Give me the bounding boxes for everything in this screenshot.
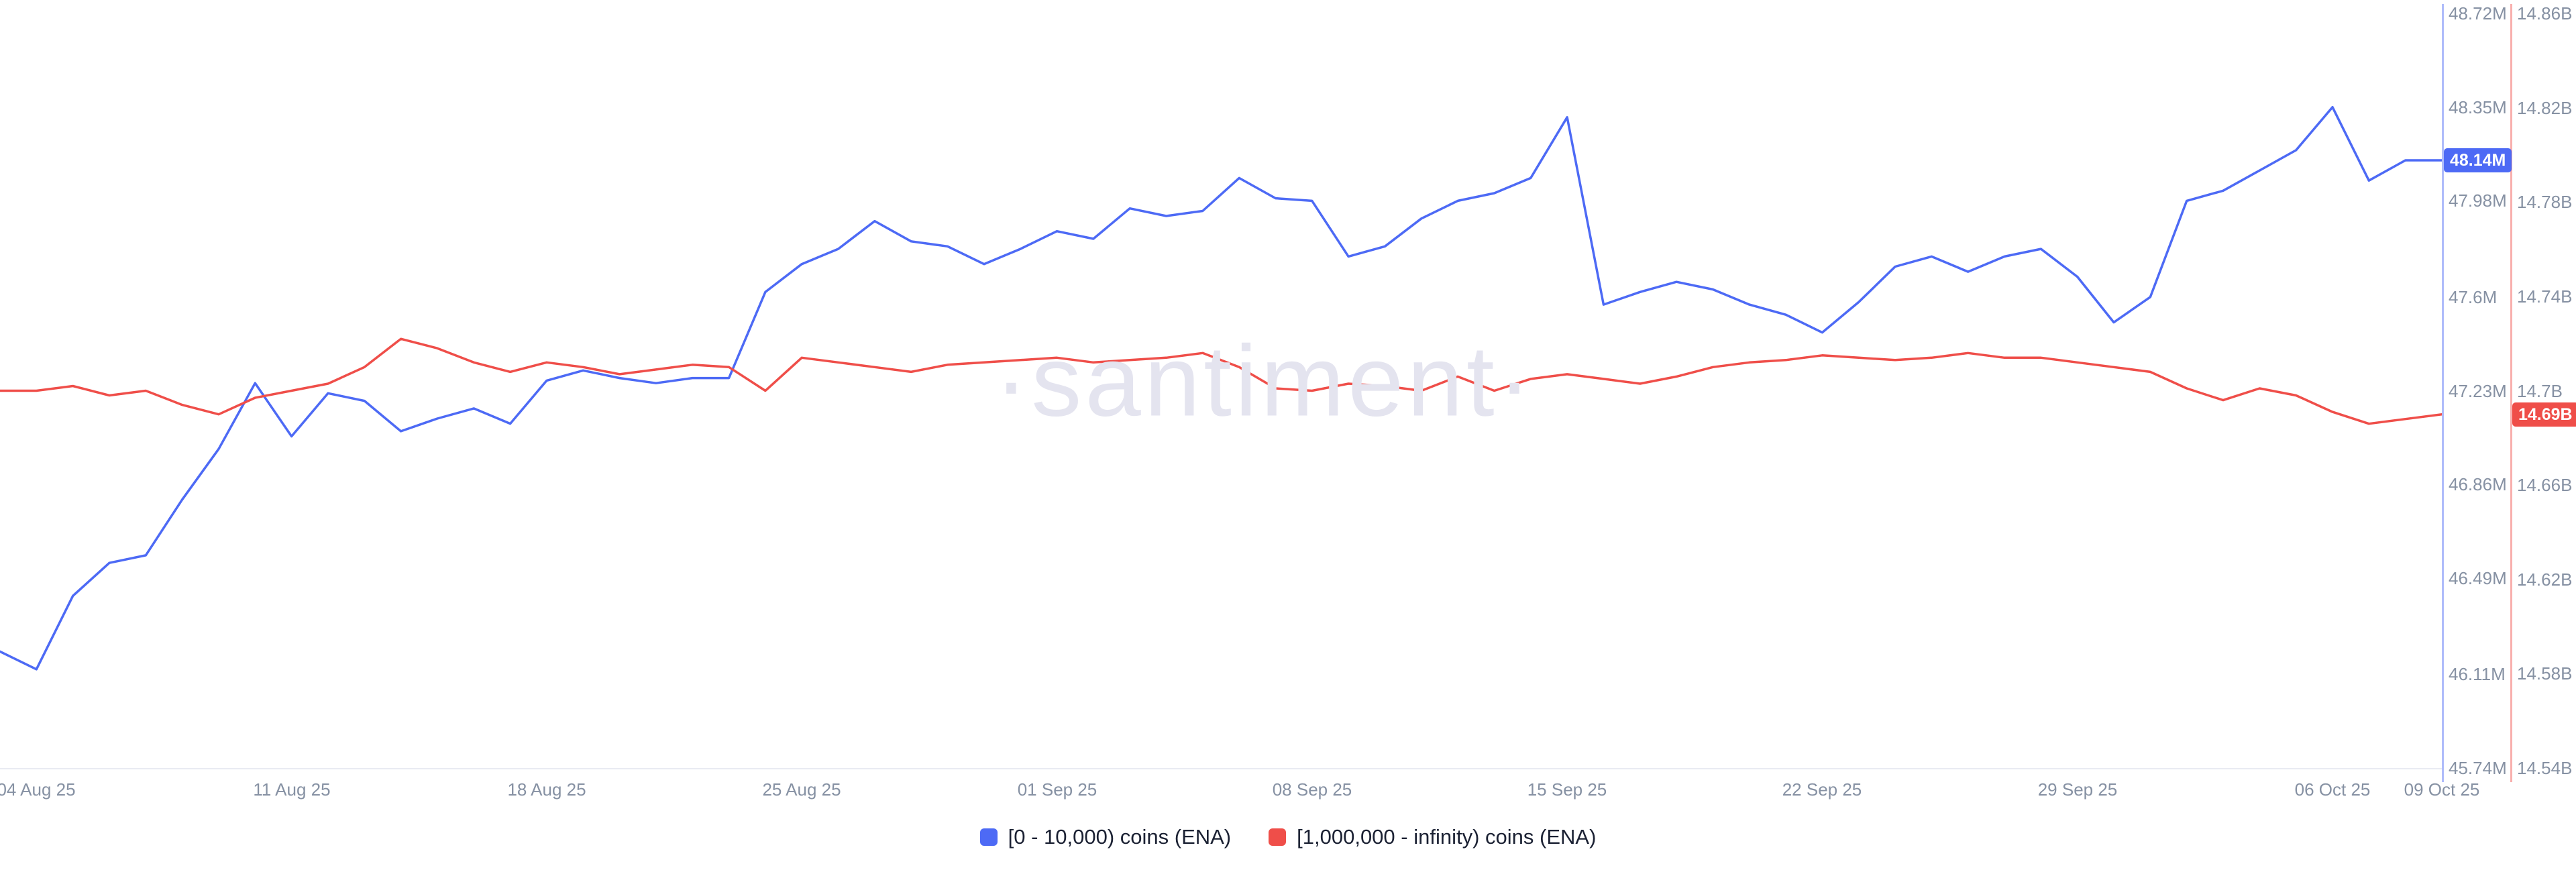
y-axis-tick-label: 46.49M bbox=[2449, 568, 2507, 588]
y-axis-red: 14.86B 14.82B 14.78B 14.74B 14.7B 14.66B 14.62… bbox=[2517, 0, 2576, 872]
y-axis-tick-label: 47.23M bbox=[2449, 381, 2507, 401]
y-axis-tick-label: 14.82B bbox=[2517, 98, 2573, 118]
y-axis-tick-label: 45.74M bbox=[2449, 758, 2507, 778]
y-axis-tick-label: 14.86B bbox=[2517, 3, 2573, 23]
legend-item-whales[interactable]: [1,000,000 - infinity) coins (ENA) bbox=[1269, 825, 1596, 849]
legend-swatch-red-icon bbox=[1269, 828, 1287, 846]
y-axis-blue: 48.72M 48.35M 47.98M 47.6M 47.23M 46.86M 46.49… bbox=[2449, 0, 2510, 872]
y-axis-tick-label: 47.98M bbox=[2449, 190, 2507, 211]
blue-series-axis-line bbox=[2442, 4, 2444, 782]
x-axis-tick-label: 06 Oct 25 bbox=[2294, 779, 2371, 800]
y-axis-tick-label: 14.62B bbox=[2517, 569, 2573, 590]
y-axis-tick-label: 14.58B bbox=[2517, 663, 2573, 684]
plot-area[interactable]: ·santiment· bbox=[0, 0, 2442, 781]
x-axis-line bbox=[0, 768, 2442, 769]
series-line-1[interactable] bbox=[0, 337, 2442, 425]
x-axis-tick-label: 11 Aug 25 bbox=[253, 779, 331, 800]
current-value-badge-red: 14.69B bbox=[2512, 402, 2576, 427]
legend-label-small-holders: [0 - 10,000) coins (ENA) bbox=[1008, 825, 1232, 849]
y-axis-tick-label: 46.86M bbox=[2449, 474, 2507, 494]
y-axis-tick-label: 14.54B bbox=[2517, 758, 2573, 778]
legend-label-whales: [1,000,000 - infinity) coins (ENA) bbox=[1297, 825, 1597, 849]
y-axis-tick-label: 14.74B bbox=[2517, 286, 2573, 307]
series-line-0[interactable] bbox=[0, 105, 2442, 671]
current-value-badge-blue: 48.14M bbox=[2444, 148, 2512, 172]
y-axis-tick-label: 46.11M bbox=[2449, 664, 2506, 684]
legend-swatch-blue-icon bbox=[979, 828, 998, 846]
x-axis-tick-label: 08 Sep 25 bbox=[1272, 779, 1352, 800]
x-axis-tick-label: 09 Oct 25 bbox=[2404, 779, 2480, 800]
x-axis-tick-label: 22 Sep 25 bbox=[1782, 779, 1862, 800]
y-axis-tick-label: 14.66B bbox=[2517, 475, 2573, 495]
x-axis-tick-label: 25 Aug 25 bbox=[762, 779, 841, 800]
chart-canvas bbox=[0, 105, 2442, 671]
x-axis-tick-label: 15 Sep 25 bbox=[1527, 779, 1607, 800]
y-axis-tick-label: 47.6M bbox=[2449, 287, 2498, 307]
x-axis-tick-label: 01 Sep 25 bbox=[1017, 779, 1097, 800]
x-axis-tick-label: 04 Aug 25 bbox=[0, 779, 76, 800]
y-axis-tick-label: 14.78B bbox=[2517, 192, 2573, 212]
x-axis: 04 Aug 25 11 Aug 25 18 Aug 25 25 Aug 25 01 S… bbox=[0, 779, 2479, 804]
y-axis-tick-label: 14.7B bbox=[2517, 381, 2563, 401]
x-axis-tick-label: 18 Aug 25 bbox=[507, 779, 586, 800]
y-axis-tick-label: 48.72M bbox=[2449, 3, 2507, 23]
y-axis-tick-label: 48.35M bbox=[2449, 97, 2507, 117]
legend: [0 - 10,000) coins (ENA) [1,000,000 - in… bbox=[0, 825, 2576, 849]
red-series-axis-line bbox=[2510, 4, 2512, 782]
x-axis-tick-label: 29 Sep 25 bbox=[2037, 779, 2118, 800]
legend-item-small-holders[interactable]: [0 - 10,000) coins (ENA) bbox=[979, 825, 1232, 849]
